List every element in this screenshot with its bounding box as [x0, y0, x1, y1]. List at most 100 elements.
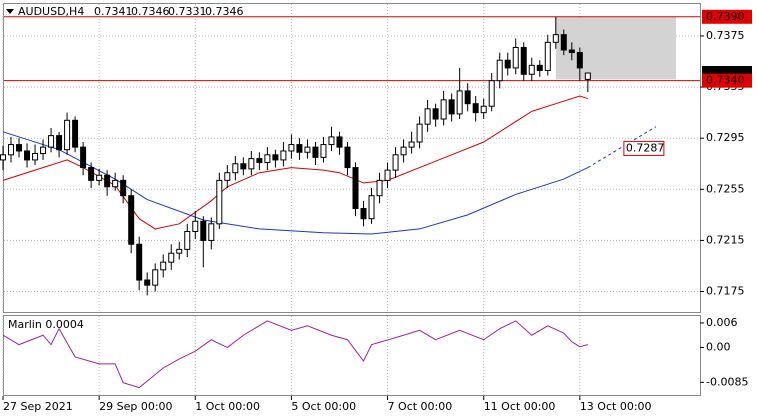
candle-body: [424, 108, 431, 125]
indicator-title: Marlin 0.0004: [8, 318, 84, 331]
candle-body: [336, 136, 343, 148]
symbol-title: AUDUSD,H4: [18, 5, 84, 18]
candle-body: [216, 179, 223, 225]
candle-body: [584, 72, 591, 80]
level-tag: [702, 73, 752, 88]
candle-body: [456, 90, 463, 115]
candle-body: [536, 64, 543, 71]
candle-body: [72, 119, 79, 148]
x-tick-label: 11 Oct 00:00: [484, 400, 556, 413]
candle-body: [432, 108, 439, 120]
candle-body: [56, 135, 63, 151]
candle-body: [24, 150, 31, 161]
x-tick-label: 29 Sep 00:00: [99, 400, 172, 413]
candle-body: [200, 220, 207, 241]
candle-body: [416, 123, 423, 143]
candle-body: [392, 154, 399, 171]
header-open: 0.7341: [94, 5, 133, 18]
candle-body: [104, 174, 111, 188]
candle-body: [328, 136, 335, 146]
candle-body: [208, 223, 215, 241]
candle-body: [112, 179, 119, 188]
candle-body: [320, 144, 327, 158]
candle-body: [288, 144, 295, 152]
candle-body: [168, 252, 175, 263]
candle-body: [344, 146, 351, 169]
candle-body: [8, 144, 15, 156]
header-low: 0.7331: [168, 5, 207, 18]
candle-body: [480, 105, 487, 114]
header-high: 0.7346: [131, 5, 170, 18]
y-tick-label: 0.006: [706, 316, 738, 329]
candle-body: [488, 80, 495, 107]
candle-body: [448, 99, 455, 115]
candle-body: [552, 34, 559, 43]
y-tick-label: 0.00: [706, 341, 731, 354]
x-tick-label: 7 Oct 00:00: [388, 400, 453, 413]
candle-body: [528, 64, 535, 75]
candle-body: [96, 174, 103, 181]
y-tick-label: 0.7375: [706, 29, 745, 42]
y-tick-label: 0.7175: [706, 285, 745, 298]
y-tick-label: 0.7215: [706, 233, 745, 246]
candle-body: [312, 146, 319, 158]
candle-body: [240, 163, 247, 170]
candle-body: [400, 146, 407, 156]
forecast-line: [587, 126, 657, 169]
candle-body: [264, 154, 271, 163]
candle-body: [248, 158, 255, 170]
candle-body: [184, 230, 191, 250]
annotation-box: [623, 140, 665, 156]
level-label: 0.7340: [706, 74, 745, 87]
candle-body: [472, 103, 479, 114]
candle-body: [144, 279, 151, 286]
candle-body: [568, 49, 575, 54]
candle-body: [64, 119, 71, 151]
target-zone: [555, 16, 676, 80]
candle-body: [224, 172, 231, 181]
candle-body: [352, 167, 359, 209]
candle-body: [80, 146, 87, 169]
y-tick-label: 0.7295: [706, 131, 745, 144]
header-marker: [6, 9, 14, 14]
candle-body: [496, 59, 503, 82]
candle-body: [376, 179, 383, 197]
candle-body: [256, 158, 263, 163]
candle-body: [440, 99, 447, 120]
candle-body: [176, 248, 183, 254]
candle-body: [160, 261, 167, 271]
candle-body: [192, 220, 199, 232]
y-tick-label: 0.7255: [706, 182, 745, 195]
candle-body: [576, 52, 583, 69]
x-tick-label: 13 Oct 00:00: [580, 400, 652, 413]
header-close: 0.7346: [205, 5, 244, 18]
candle-body: [464, 90, 471, 105]
candle-body: [360, 207, 367, 220]
oscillator-line: [2, 320, 588, 389]
candle-body: [560, 34, 567, 51]
candle-body: [32, 153, 39, 161]
level-label: 0.7390: [706, 10, 745, 23]
candle-body: [48, 135, 55, 148]
candle-body: [232, 163, 239, 174]
candle-body: [16, 144, 23, 152]
candle-body: [128, 195, 135, 245]
candle-body: [504, 59, 511, 69]
candle-body: [296, 144, 303, 153]
candle-body: [512, 46, 519, 69]
y-tick-label: -0.0085: [706, 375, 748, 388]
candle-body: [0, 154, 6, 161]
x-tick-label: 1 Oct 00:00: [195, 400, 260, 413]
candle-body: [304, 146, 311, 153]
candle-body: [368, 195, 375, 220]
candle-body: [88, 167, 95, 181]
candle-body: [120, 179, 127, 197]
candle-body: [384, 169, 391, 181]
candle-body: [280, 150, 287, 161]
x-tick-label: 5 Oct 00:00: [291, 400, 356, 413]
candle-body: [408, 141, 415, 148]
candle-body: [40, 146, 47, 155]
candle-body: [544, 41, 551, 71]
annotation-label: 0.7287: [626, 141, 665, 154]
